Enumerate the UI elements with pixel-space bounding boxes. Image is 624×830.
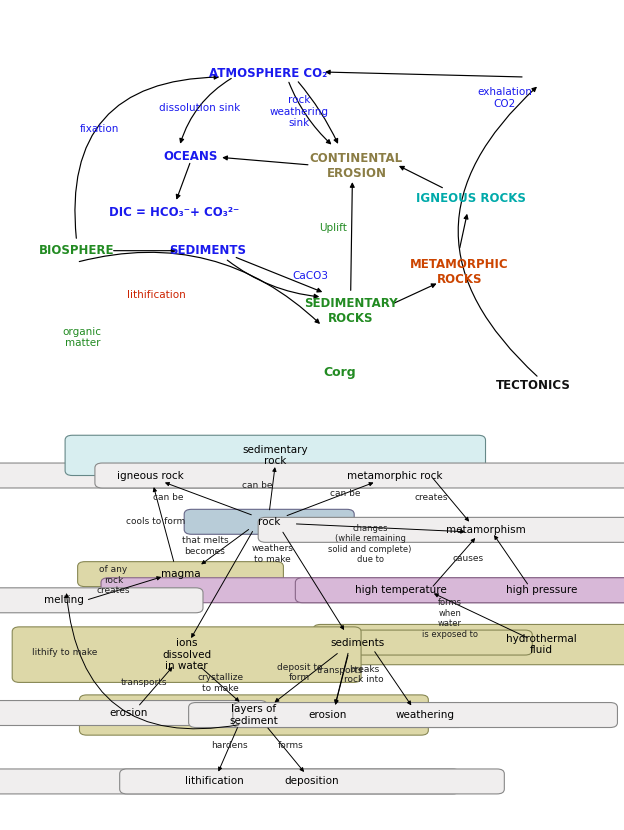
FancyBboxPatch shape — [188, 702, 466, 728]
Text: METAMORPHIC
ROCKS: METAMORPHIC ROCKS — [410, 258, 509, 286]
Text: TECTONICS: TECTONICS — [496, 379, 571, 393]
Text: ions
dissolved
in water: ions dissolved in water — [162, 638, 211, 671]
Text: high pressure: high pressure — [505, 585, 577, 595]
Text: deposit to
form: deposit to form — [277, 663, 323, 682]
Text: forms
when
water
is exposed to: forms when water is exposed to — [422, 598, 477, 638]
Text: hydrothermal
fluid: hydrothermal fluid — [506, 634, 577, 656]
Text: IGNEOUS ROCKS: IGNEOUS ROCKS — [416, 192, 525, 205]
Text: crystallize
to make: crystallize to make — [197, 673, 243, 692]
Text: OCEANS: OCEANS — [163, 149, 218, 163]
Text: hardens: hardens — [211, 740, 248, 749]
Text: transports: transports — [120, 678, 167, 687]
Text: magma: magma — [161, 569, 200, 579]
Text: erosion: erosion — [109, 708, 148, 718]
FancyBboxPatch shape — [183, 630, 532, 655]
Text: rock
weathering
sink: rock weathering sink — [270, 95, 329, 129]
Text: igneous rock: igneous rock — [117, 471, 183, 481]
Text: deposition: deposition — [285, 776, 339, 787]
FancyBboxPatch shape — [184, 510, 354, 535]
Text: DIC = HCO₃⁻+ CO₃²⁻: DIC = HCO₃⁻+ CO₃²⁻ — [109, 206, 239, 218]
Text: breaks
rock into: breaks rock into — [344, 665, 384, 685]
Text: melting: melting — [44, 595, 84, 605]
Text: lithification: lithification — [127, 290, 186, 300]
Text: Uplift: Uplift — [319, 222, 348, 232]
Text: transports: transports — [316, 666, 363, 676]
FancyBboxPatch shape — [0, 463, 378, 488]
Text: exhalation
CO2: exhalation CO2 — [477, 87, 532, 109]
Text: dissolution sink: dissolution sink — [158, 103, 240, 113]
Text: erosion: erosion — [308, 710, 346, 720]
FancyBboxPatch shape — [0, 588, 203, 613]
Text: CONTINENTAL
EROSION: CONTINENTAL EROSION — [310, 152, 403, 180]
FancyBboxPatch shape — [233, 702, 618, 728]
FancyBboxPatch shape — [12, 627, 361, 682]
Text: metamorphism: metamorphism — [446, 525, 526, 535]
FancyBboxPatch shape — [0, 701, 267, 725]
FancyBboxPatch shape — [77, 562, 283, 587]
Text: CaCO3: CaCO3 — [293, 271, 329, 281]
Text: metamorphic rock: metamorphic rock — [347, 471, 442, 481]
Text: SEDIMENTARY
ROCKS: SEDIMENTARY ROCKS — [304, 296, 397, 325]
Text: weathering: weathering — [396, 710, 455, 720]
Text: that melts
becomes: that melts becomes — [182, 536, 228, 555]
FancyBboxPatch shape — [101, 578, 624, 603]
Text: sediments: sediments — [331, 637, 385, 647]
Text: cools to form: cools to form — [127, 517, 186, 526]
FancyBboxPatch shape — [65, 435, 485, 476]
Text: forms: forms — [278, 740, 303, 749]
Text: fixation: fixation — [80, 124, 119, 134]
FancyBboxPatch shape — [95, 463, 624, 488]
FancyBboxPatch shape — [79, 695, 428, 735]
FancyBboxPatch shape — [313, 624, 624, 665]
Text: changes
(while remaining
solid and complete)
due to: changes (while remaining solid and compl… — [328, 524, 412, 564]
FancyBboxPatch shape — [258, 517, 624, 542]
Text: of any
rock
creates: of any rock creates — [97, 565, 130, 595]
Text: SEDIMENTS: SEDIMENTS — [170, 244, 246, 257]
Text: can be: can be — [330, 489, 361, 498]
FancyBboxPatch shape — [0, 769, 460, 794]
Text: causes: causes — [452, 554, 484, 563]
Text: ATMOSPHERE CO₂: ATMOSPHERE CO₂ — [209, 66, 327, 80]
Text: rock: rock — [258, 517, 280, 527]
Text: lithification: lithification — [185, 776, 243, 787]
Text: BIOSPHERE: BIOSPHERE — [39, 244, 114, 257]
Text: can be: can be — [241, 481, 272, 490]
Text: Corg: Corg — [323, 366, 356, 378]
Text: sedimentary
rock: sedimentary rock — [243, 445, 308, 466]
Text: high temperature: high temperature — [355, 585, 447, 595]
Text: layers of
sediment: layers of sediment — [230, 704, 278, 725]
Text: can be: can be — [153, 493, 183, 502]
Text: organic
matter: organic matter — [63, 327, 102, 349]
Text: lithify to make: lithify to make — [32, 648, 97, 657]
FancyBboxPatch shape — [295, 578, 624, 603]
FancyBboxPatch shape — [120, 769, 504, 794]
Text: creates: creates — [414, 493, 448, 502]
Text: weathers
to make: weathers to make — [251, 544, 293, 564]
